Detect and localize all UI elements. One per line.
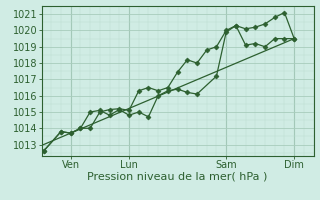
- X-axis label: Pression niveau de la mer( hPa ): Pression niveau de la mer( hPa ): [87, 172, 268, 182]
